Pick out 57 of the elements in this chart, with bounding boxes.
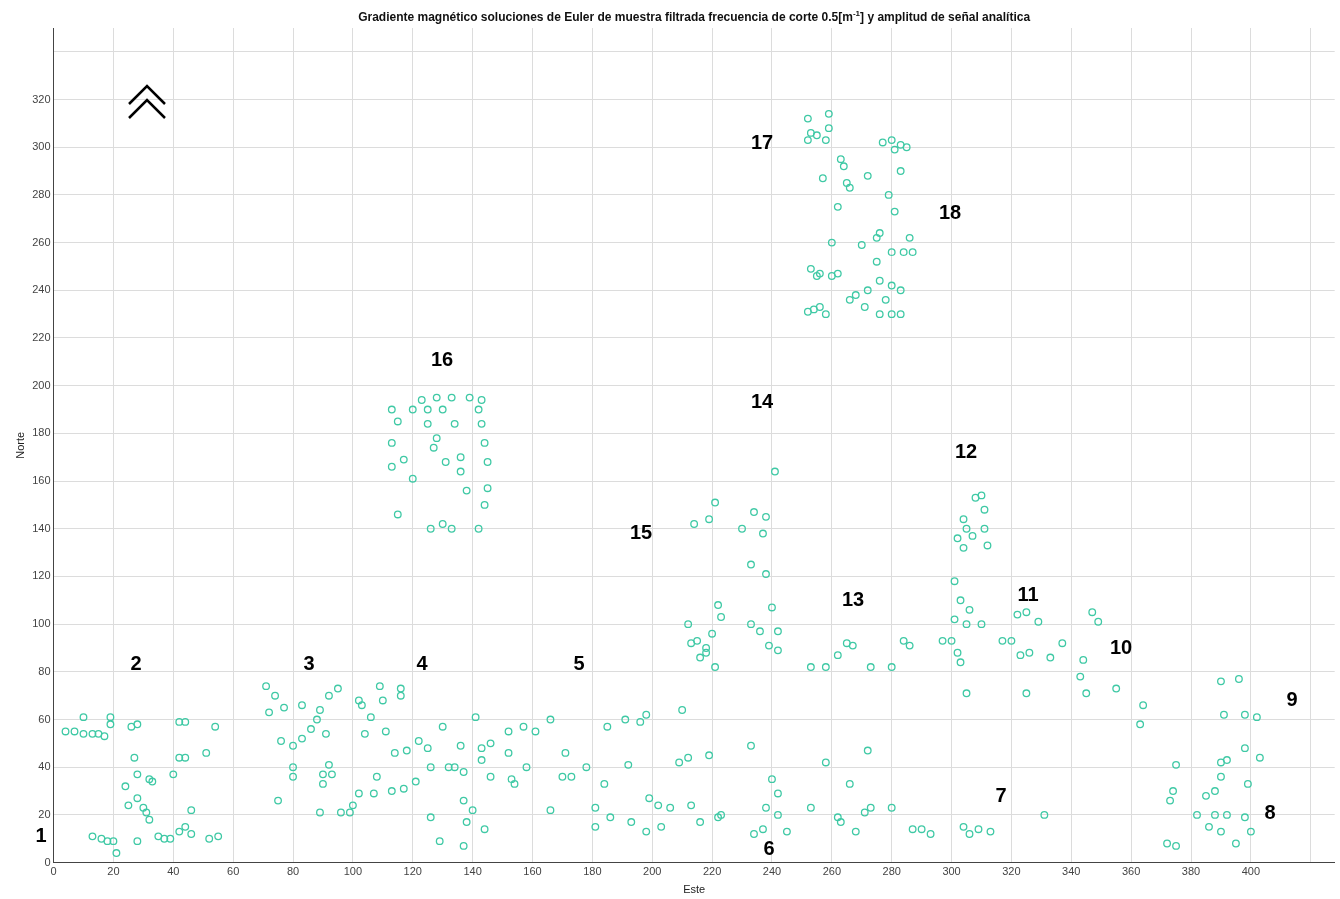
- x-tick-label: 360: [1121, 865, 1141, 878]
- y-tick-label: 320: [32, 92, 51, 105]
- y-tick-label: 180: [32, 426, 51, 439]
- x-tick-label: 160: [523, 865, 542, 878]
- y-tick-label: 100: [32, 617, 51, 630]
- y-tick-label: 120: [32, 569, 51, 582]
- x-tick-label: 240: [762, 865, 782, 878]
- x-tick-label: 100: [343, 865, 363, 878]
- annotation: 11: [1017, 582, 1039, 605]
- x-tick-label: 220: [702, 865, 722, 878]
- annotation: 16: [430, 347, 454, 370]
- x-tick-label: 300: [942, 865, 961, 878]
- y-tick-label: 40: [38, 760, 51, 773]
- x-tick-label: 20: [107, 865, 120, 878]
- y-tick-label: 240: [32, 283, 51, 296]
- x-tick-label: 40: [167, 865, 180, 878]
- x-tick-label: 400: [1241, 865, 1261, 878]
- y-tick-label: 220: [32, 331, 51, 344]
- annotation: 3: [303, 651, 315, 674]
- text: 1: [35, 823, 47, 846]
- y-tick-label: 280: [32, 187, 51, 200]
- annotation: 18: [938, 200, 962, 223]
- y-tick-label: 80: [38, 664, 51, 677]
- y-tick-label: 200: [32, 378, 51, 391]
- annotation: 14: [750, 389, 774, 412]
- x-tick-label: 200: [643, 865, 662, 878]
- y-tick-label: 160: [32, 474, 51, 487]
- x-axis-title: Este: [683, 883, 706, 896]
- annotation: 2: [130, 651, 142, 674]
- y-tick-label: 260: [32, 235, 51, 248]
- x-tick-label: 80: [286, 865, 300, 878]
- y-axis-title: Norte: [13, 431, 26, 459]
- annotation: 8: [1264, 800, 1276, 823]
- annotation: 13: [841, 587, 865, 610]
- x-tick-label: 280: [882, 865, 901, 878]
- annotation: 4: [416, 651, 429, 674]
- x-tick-label: 140: [463, 865, 482, 878]
- x-tick-label: 180: [583, 865, 602, 878]
- y-tick-label: 0: [44, 855, 51, 868]
- x-tick-label: 260: [822, 865, 841, 878]
- annotation: 17: [750, 130, 774, 153]
- x-tick-label: 120: [403, 865, 422, 878]
- y-tick-label: 140: [32, 521, 51, 534]
- x-tick-label: 320: [1002, 865, 1021, 878]
- annotation: 6: [763, 836, 775, 859]
- y-tick-label: 300: [32, 140, 51, 153]
- annotation: 9: [1286, 687, 1298, 710]
- annotation: 15: [629, 520, 653, 543]
- annotation: 5: [573, 651, 585, 674]
- x-tick-label: 380: [1181, 865, 1201, 878]
- annotation: 10: [1109, 635, 1133, 658]
- annotation: 12: [954, 439, 978, 462]
- x-tick-label: 60: [227, 865, 240, 878]
- annotation: 7: [995, 783, 1007, 806]
- y-tick-label: 60: [38, 712, 51, 725]
- x-tick-label: 340: [1062, 865, 1081, 878]
- y-tick-label: 20: [38, 807, 51, 820]
